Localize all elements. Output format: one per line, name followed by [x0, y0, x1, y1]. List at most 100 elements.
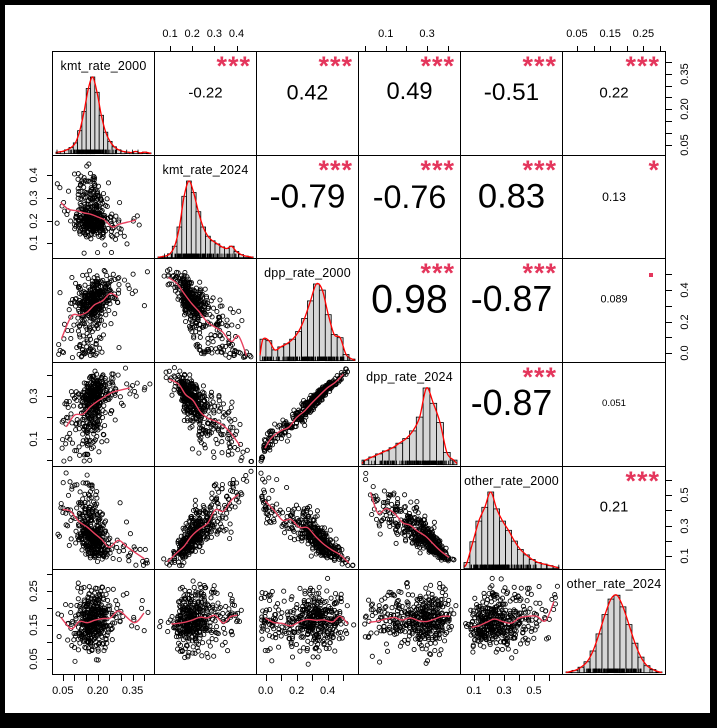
variable-label: other_rate_2000: [464, 473, 559, 488]
axis-tick-label: 0.1: [466, 685, 482, 697]
correlation-value: 0.089: [600, 293, 628, 306]
correlation-value: 0.22: [599, 84, 629, 102]
axis-tick: [281, 675, 283, 681]
scatter-canvas: [54, 161, 142, 256]
correlation-cell-kmt_rate_2000-vs-kmt_rate_2024: -0.22 ***: [155, 52, 257, 156]
axis-tick: [666, 525, 672, 527]
axis-tick: [666, 73, 672, 75]
axis-tick: [192, 46, 194, 52]
axis-tick: [534, 675, 535, 681]
axis-tick: [610, 46, 612, 52]
axis-tick: [666, 121, 672, 123]
axis-tick: [47, 220, 53, 222]
axis-tick: [626, 46, 628, 52]
diagonal-cell-other_rate_2024: other_rate_2024: [563, 570, 665, 674]
axis-tick-label: 0.15: [599, 28, 621, 40]
diagonal-cell-kmt_rate_2000: kmt_rate_2000: [53, 52, 155, 156]
axis-tick-label: 0.3: [28, 388, 40, 405]
correlation-cell-kmt_rate_2024-vs-other_rate_2024: 0.13 *: [563, 155, 665, 260]
correlation-value: 0.21: [599, 499, 629, 516]
correlation-cell-dpp_rate_2024-vs-other_rate_2024: 0.051: [563, 362, 665, 467]
scatter-canvas: [161, 267, 254, 361]
axis-tick: [214, 46, 216, 52]
axis-tick-label: 0.05: [566, 28, 588, 40]
correlation-value: -0.87: [470, 279, 553, 320]
axis-tick: [132, 675, 134, 681]
axis-tick: [47, 396, 53, 398]
scatterplot-matrix: kmt_rate_2000 -0.22 *** 0.42 *** 0.49 *** -0.51…: [52, 51, 666, 675]
axis-tick-label: 0.15: [28, 614, 40, 636]
axis-tick-label: 0.3: [28, 190, 40, 206]
scatter-cell-other_rate_2024-vs-dpp_rate_2000: [257, 570, 359, 674]
axis-tick-label: 0.5: [679, 487, 691, 503]
significance-stars: ***: [522, 362, 557, 392]
histogram-canvas: [463, 491, 560, 569]
axis-tick-label: 0.4: [28, 167, 40, 184]
axis-tick: [593, 46, 595, 52]
scatter-canvas: [161, 468, 254, 568]
scatter-canvas: [59, 365, 153, 464]
scatter-cell-other_rate_2024-vs-dpp_rate_2024: [359, 570, 461, 674]
axis-tick: [666, 97, 672, 99]
axis-tick-label: 0.1: [679, 548, 691, 564]
axis-tick: [109, 675, 111, 681]
axis-tick: [489, 675, 490, 681]
axis-tick: [660, 46, 661, 52]
significance-stars: ***: [625, 52, 660, 81]
axis-tick-label: 0.0: [679, 345, 691, 361]
correlation-value: -0.76: [372, 178, 447, 215]
axis-tick-label: 0.4: [679, 282, 691, 298]
scatter-canvas: [363, 470, 457, 563]
axis-tick: [265, 675, 267, 681]
scatter-canvas: [463, 576, 560, 661]
axis-tick: [666, 132, 672, 134]
axis-tick: [666, 510, 672, 512]
significance-stars: ***: [318, 155, 353, 185]
significance-dot: [649, 273, 653, 278]
axis-tick: [666, 556, 672, 558]
axis-tick-label: 0.3: [496, 685, 512, 697]
scatter-cell-kmt_rate_2024-vs-kmt_rate_2000: [53, 155, 155, 260]
axis-tick: [666, 321, 672, 323]
axis-tick: [427, 46, 429, 52]
significance-stars: ***: [522, 259, 557, 289]
correlation-cell-dpp_rate_2024-vs-other_rate_2000: -0.87 ***: [461, 362, 563, 467]
axis-tick-label: 0.1: [28, 235, 40, 251]
correlation-value: -0.22: [188, 84, 223, 102]
axis-tick: [666, 85, 672, 87]
correlation-cell-kmt_rate_2024-vs-dpp_rate_2000: -0.79 ***: [257, 155, 359, 260]
axis-tick-label: 0.4: [228, 28, 245, 40]
scatter-canvas: [55, 470, 150, 568]
axis-tick: [447, 46, 449, 52]
scatter-cell-other_rate_2024-vs-other_rate_2000: [461, 570, 563, 674]
axis-tick: [666, 479, 672, 481]
axis-tick: [474, 675, 475, 681]
significance-stars: ***: [216, 52, 251, 81]
axis-tick: [296, 675, 298, 681]
diagonal-cell-dpp_rate_2000: dpp_rate_2000: [257, 259, 359, 363]
axis-tick-label: 0.1: [162, 28, 178, 40]
axis-tick-label: 0.20: [86, 685, 109, 697]
axis-tick: [47, 641, 53, 643]
correlation-cell-kmt_rate_2000-vs-dpp_rate_2024: 0.49 ***: [359, 52, 461, 156]
axis-tick: [576, 46, 578, 52]
axis-tick-label: 0.3: [206, 28, 222, 40]
variable-label: kmt_rate_2024: [162, 162, 249, 177]
axis-tick-label: 0.2: [28, 212, 40, 229]
axis-tick: [170, 46, 172, 52]
axis-tick: [144, 675, 146, 681]
correlation-cell-kmt_rate_2024-vs-other_rate_2000: 0.83 ***: [461, 155, 563, 260]
axis-tick: [47, 375, 53, 377]
correlation-cell-kmt_rate_2024-vs-dpp_rate_2024: -0.76 ***: [359, 155, 461, 260]
axis-tick-label: 0.35: [679, 63, 691, 85]
axis-tick: [97, 675, 99, 681]
axis-tick: [666, 305, 672, 307]
axis-tick: [120, 675, 122, 681]
axis-tick: [47, 197, 53, 199]
correlation-cell-kmt_rate_2000-vs-other_rate_2024: 0.22 ***: [563, 52, 665, 156]
axis-tick: [343, 675, 345, 681]
axis-tick: [666, 274, 672, 276]
significance-stars: ***: [625, 466, 660, 496]
variable-label: kmt_rate_2000: [60, 59, 147, 73]
axis-tick: [549, 675, 550, 681]
